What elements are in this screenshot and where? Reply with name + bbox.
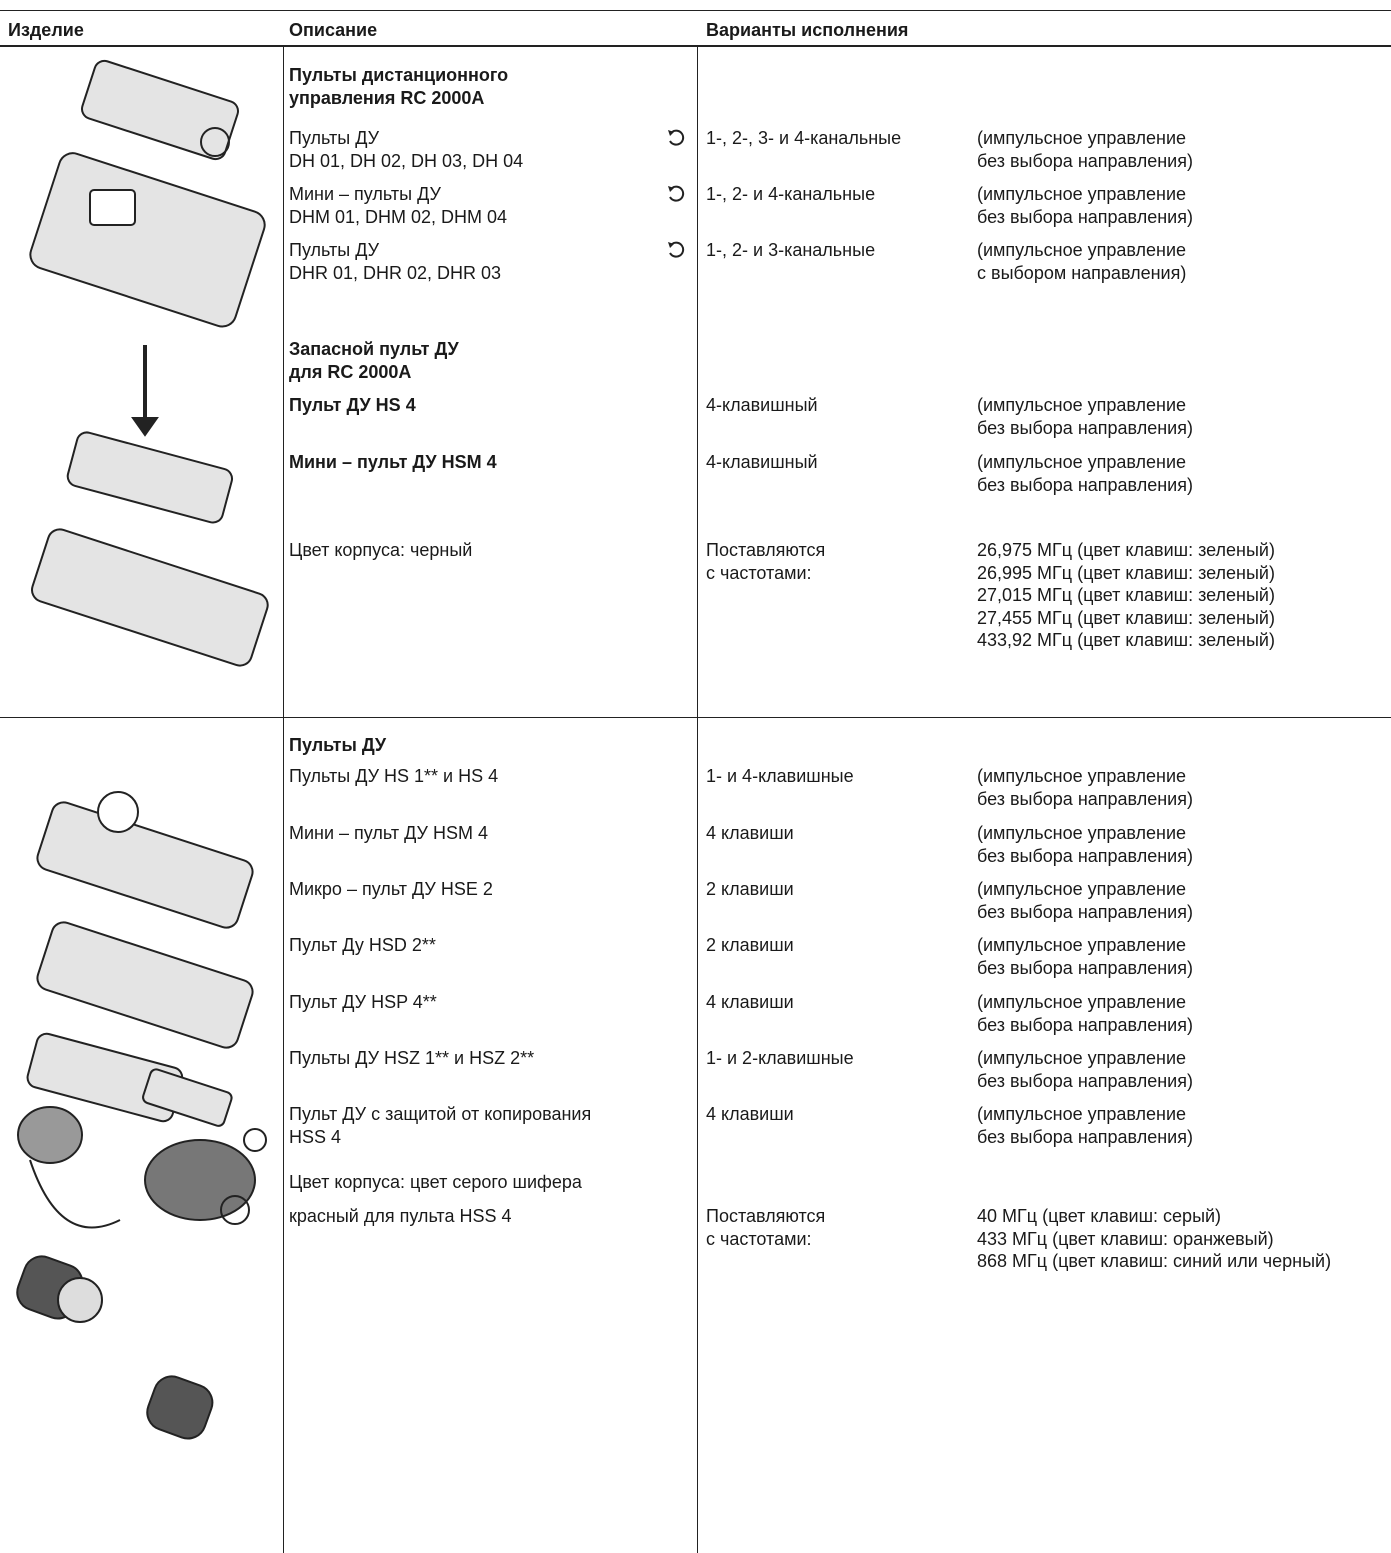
note: без выбора направления) [977, 417, 1193, 438]
variant: 4 клавиши [706, 823, 794, 843]
rule [283, 47, 284, 1553]
frequency: 868 МГц (цвет клавиш: синий или черный) [977, 1251, 1332, 1271]
icon [668, 129, 685, 146]
note: без выбора направления) [977, 901, 1193, 922]
note: (импульсное управление [977, 766, 1187, 786]
description: Пульт ДУ HS 4 [289, 395, 416, 415]
variant: 4-клавишный [706, 395, 818, 415]
variant: 4 клавиши [706, 1104, 794, 1124]
description: Пульт ДУ с защитой от копирования [289, 1104, 592, 1124]
section-title: для RC 2000A [289, 361, 412, 382]
note: без выбора направления) [977, 845, 1193, 866]
variant: 4 клавиши [706, 992, 794, 1012]
frequency: 27,455 МГц (цвет клавиш: зеленый) [977, 607, 1275, 628]
note: (импульсное управление [977, 184, 1187, 204]
icon [668, 185, 685, 202]
section-title: Пульты ДУ [289, 735, 387, 755]
frequency: 433,92 МГц (цвет клавиш: зеленый) [977, 630, 1275, 650]
frequency: 26,975 МГц (цвет клавиш: зеленый) [977, 540, 1275, 560]
frequency: 40 МГц (цвет клавиш: серый) [977, 1206, 1222, 1226]
note: (импульсное управление [977, 1048, 1187, 1068]
description: Пульты ДУ [289, 128, 380, 148]
description: Мини – пульт ДУ HSM 4 [289, 823, 488, 843]
note: (импульсное управление [977, 823, 1187, 843]
note: без выбора направления) [977, 150, 1193, 171]
supply: с частотами: [706, 1228, 812, 1249]
note: без выбора направления) [977, 206, 1193, 227]
note: без выбора направления) [977, 788, 1193, 809]
variant: 1-, 2-, 3- и 4-канальные [706, 128, 902, 148]
rule [0, 717, 1391, 718]
section-title: Запасной пульт ДУ [289, 339, 459, 359]
variant: 1- и 4-клавишные [706, 766, 854, 786]
description: Пульт ДУ HSP 4** [289, 992, 437, 1012]
section-title: управления RC 2000A [289, 87, 485, 108]
description: Микро – пульт ДУ HSE 2 [289, 879, 493, 899]
description: HSS 4 [289, 1126, 342, 1147]
section-title: Пульты дистанционного [289, 65, 509, 85]
note: без выбора направления) [977, 474, 1193, 495]
note: (импульсное управление [977, 395, 1187, 415]
description: DHR 01, DHR 02, DHR 03 [289, 262, 502, 283]
rule [697, 47, 698, 1553]
supply: с частотами: [706, 562, 812, 583]
variant: 2 клавиши [706, 935, 794, 955]
note: (импульсное управление [977, 992, 1187, 1012]
rule [0, 45, 1391, 47]
icon [668, 241, 685, 258]
description: Пульты ДУ HS 1** и HS 4 [289, 766, 499, 786]
description: Мини – пульт ДУ HSM 4 [289, 452, 497, 472]
note: (импульсное управление [977, 935, 1187, 955]
note: (импульсное управление [977, 452, 1187, 472]
description: Пульт Ду HSD 2** [289, 935, 436, 955]
note: (импульсное управление [977, 240, 1187, 260]
rule [0, 10, 1391, 11]
note: (импульсное управление [977, 1104, 1187, 1124]
description: DHM 01, DHM 02, DHM 04 [289, 206, 508, 227]
supply: Поставляются [706, 540, 826, 560]
note: (импульсное управление [977, 128, 1187, 148]
header: Изделие [8, 20, 84, 40]
housing: Цвет корпуса: черный [289, 540, 473, 560]
note: без выбора направления) [977, 1014, 1193, 1035]
variant: 1-, 2- и 4-канальные [706, 184, 876, 204]
frequency: 27,015 МГц (цвет клавиш: зеленый) [977, 585, 1275, 605]
supply: Поставляются [706, 1206, 826, 1226]
note: без выбора направления) [977, 1070, 1193, 1091]
note: с выбором направления) [977, 262, 1187, 283]
variant: 4-клавишный [706, 452, 818, 472]
note: без выбора направления) [977, 1126, 1193, 1147]
variant: 2 клавиши [706, 879, 794, 899]
housing: Цвет корпуса: цвет серого шифера [289, 1172, 582, 1192]
description: DH 01, DH 02, DH 03, DH 04 [289, 150, 524, 171]
description: Пульты ДУ [289, 240, 380, 260]
note: (импульсное управление [977, 879, 1187, 899]
frequency: 433 МГц (цвет клавиш: оранжевый) [977, 1228, 1274, 1249]
illustrations [16, 59, 269, 1440]
note: без выбора направления) [977, 957, 1193, 978]
frequency: 26,995 МГц (цвет клавиш: зеленый) [977, 562, 1275, 583]
header: Описание [289, 20, 378, 40]
variant: 1-, 2- и 3-канальные [706, 240, 876, 260]
variant: 1- и 2-клавишные [706, 1048, 854, 1068]
description: Мини – пульты ДУ [289, 184, 441, 204]
header: Варианты исполнения [706, 20, 909, 40]
description: Пульты ДУ HSZ 1** и HSZ 2** [289, 1048, 535, 1068]
housing: красный для пульта HSS 4 [289, 1206, 512, 1226]
